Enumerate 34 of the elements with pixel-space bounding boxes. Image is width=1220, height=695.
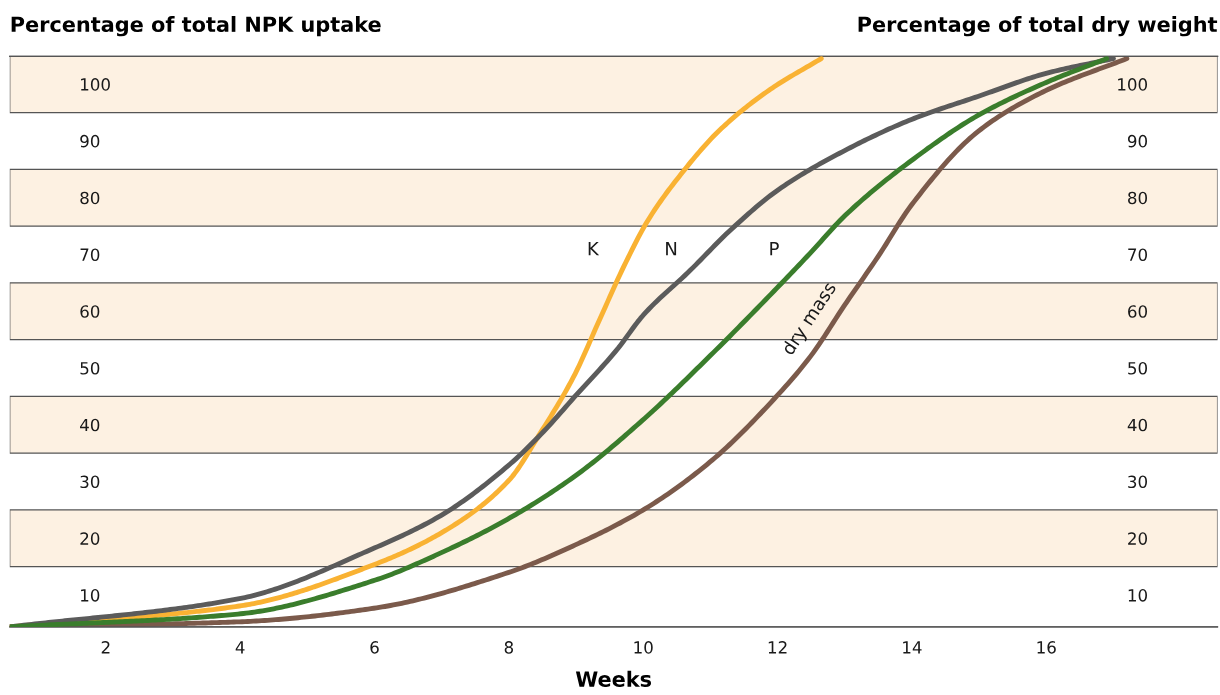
x-tick-label: 16 bbox=[1037, 641, 1056, 654]
y2-tick-label: 20 bbox=[1128, 532, 1148, 545]
y2-tick-label: 50 bbox=[1128, 361, 1148, 375]
y2-tick-label: 100 bbox=[1118, 78, 1148, 91]
series-label: N bbox=[666, 242, 677, 256]
y-tick-label: 10 bbox=[81, 589, 100, 602]
x-tick-label: 8 bbox=[504, 641, 514, 654]
x-axis-title: Weeks bbox=[575, 670, 652, 687]
x-tick-label: 12 bbox=[768, 641, 787, 654]
y2-tick-label: 10 bbox=[1128, 589, 1148, 602]
y-tick-label: 80 bbox=[80, 191, 100, 205]
y2-tick-label: 90 bbox=[1127, 134, 1148, 148]
x-tick-label: 14 bbox=[903, 641, 922, 654]
y-tick-label: 90 bbox=[80, 134, 100, 148]
y2-tick-label: 60 bbox=[1128, 305, 1148, 318]
y-tick-label: 50 bbox=[80, 361, 100, 375]
series-label: P bbox=[770, 242, 779, 256]
y2-axis-title: Percentage of total dry weight bbox=[858, 16, 1218, 37]
series-label: K bbox=[588, 242, 600, 256]
y-tick-label: 70 bbox=[80, 248, 100, 262]
y2-tick-label: 80 bbox=[1128, 191, 1148, 205]
x-tick-label: 6 bbox=[370, 641, 379, 654]
y-tick-label: 100 bbox=[81, 78, 110, 91]
y-tick-label: 40 bbox=[80, 418, 100, 432]
y-tick-label: 30 bbox=[80, 475, 100, 489]
y2-tick-label: 40 bbox=[1127, 418, 1148, 432]
y-tick-label: 20 bbox=[80, 532, 100, 545]
y-tick-label: 60 bbox=[80, 305, 100, 318]
x-tick-label: 10 bbox=[634, 641, 653, 654]
x-tick-label: 2 bbox=[101, 641, 110, 654]
y-axis-title: Percentage of total NPK uptake bbox=[11, 16, 381, 37]
y2-tick-label: 70 bbox=[1128, 248, 1148, 262]
y2-tick-label: 30 bbox=[1128, 475, 1148, 489]
x-tick-label: 4 bbox=[235, 641, 245, 654]
